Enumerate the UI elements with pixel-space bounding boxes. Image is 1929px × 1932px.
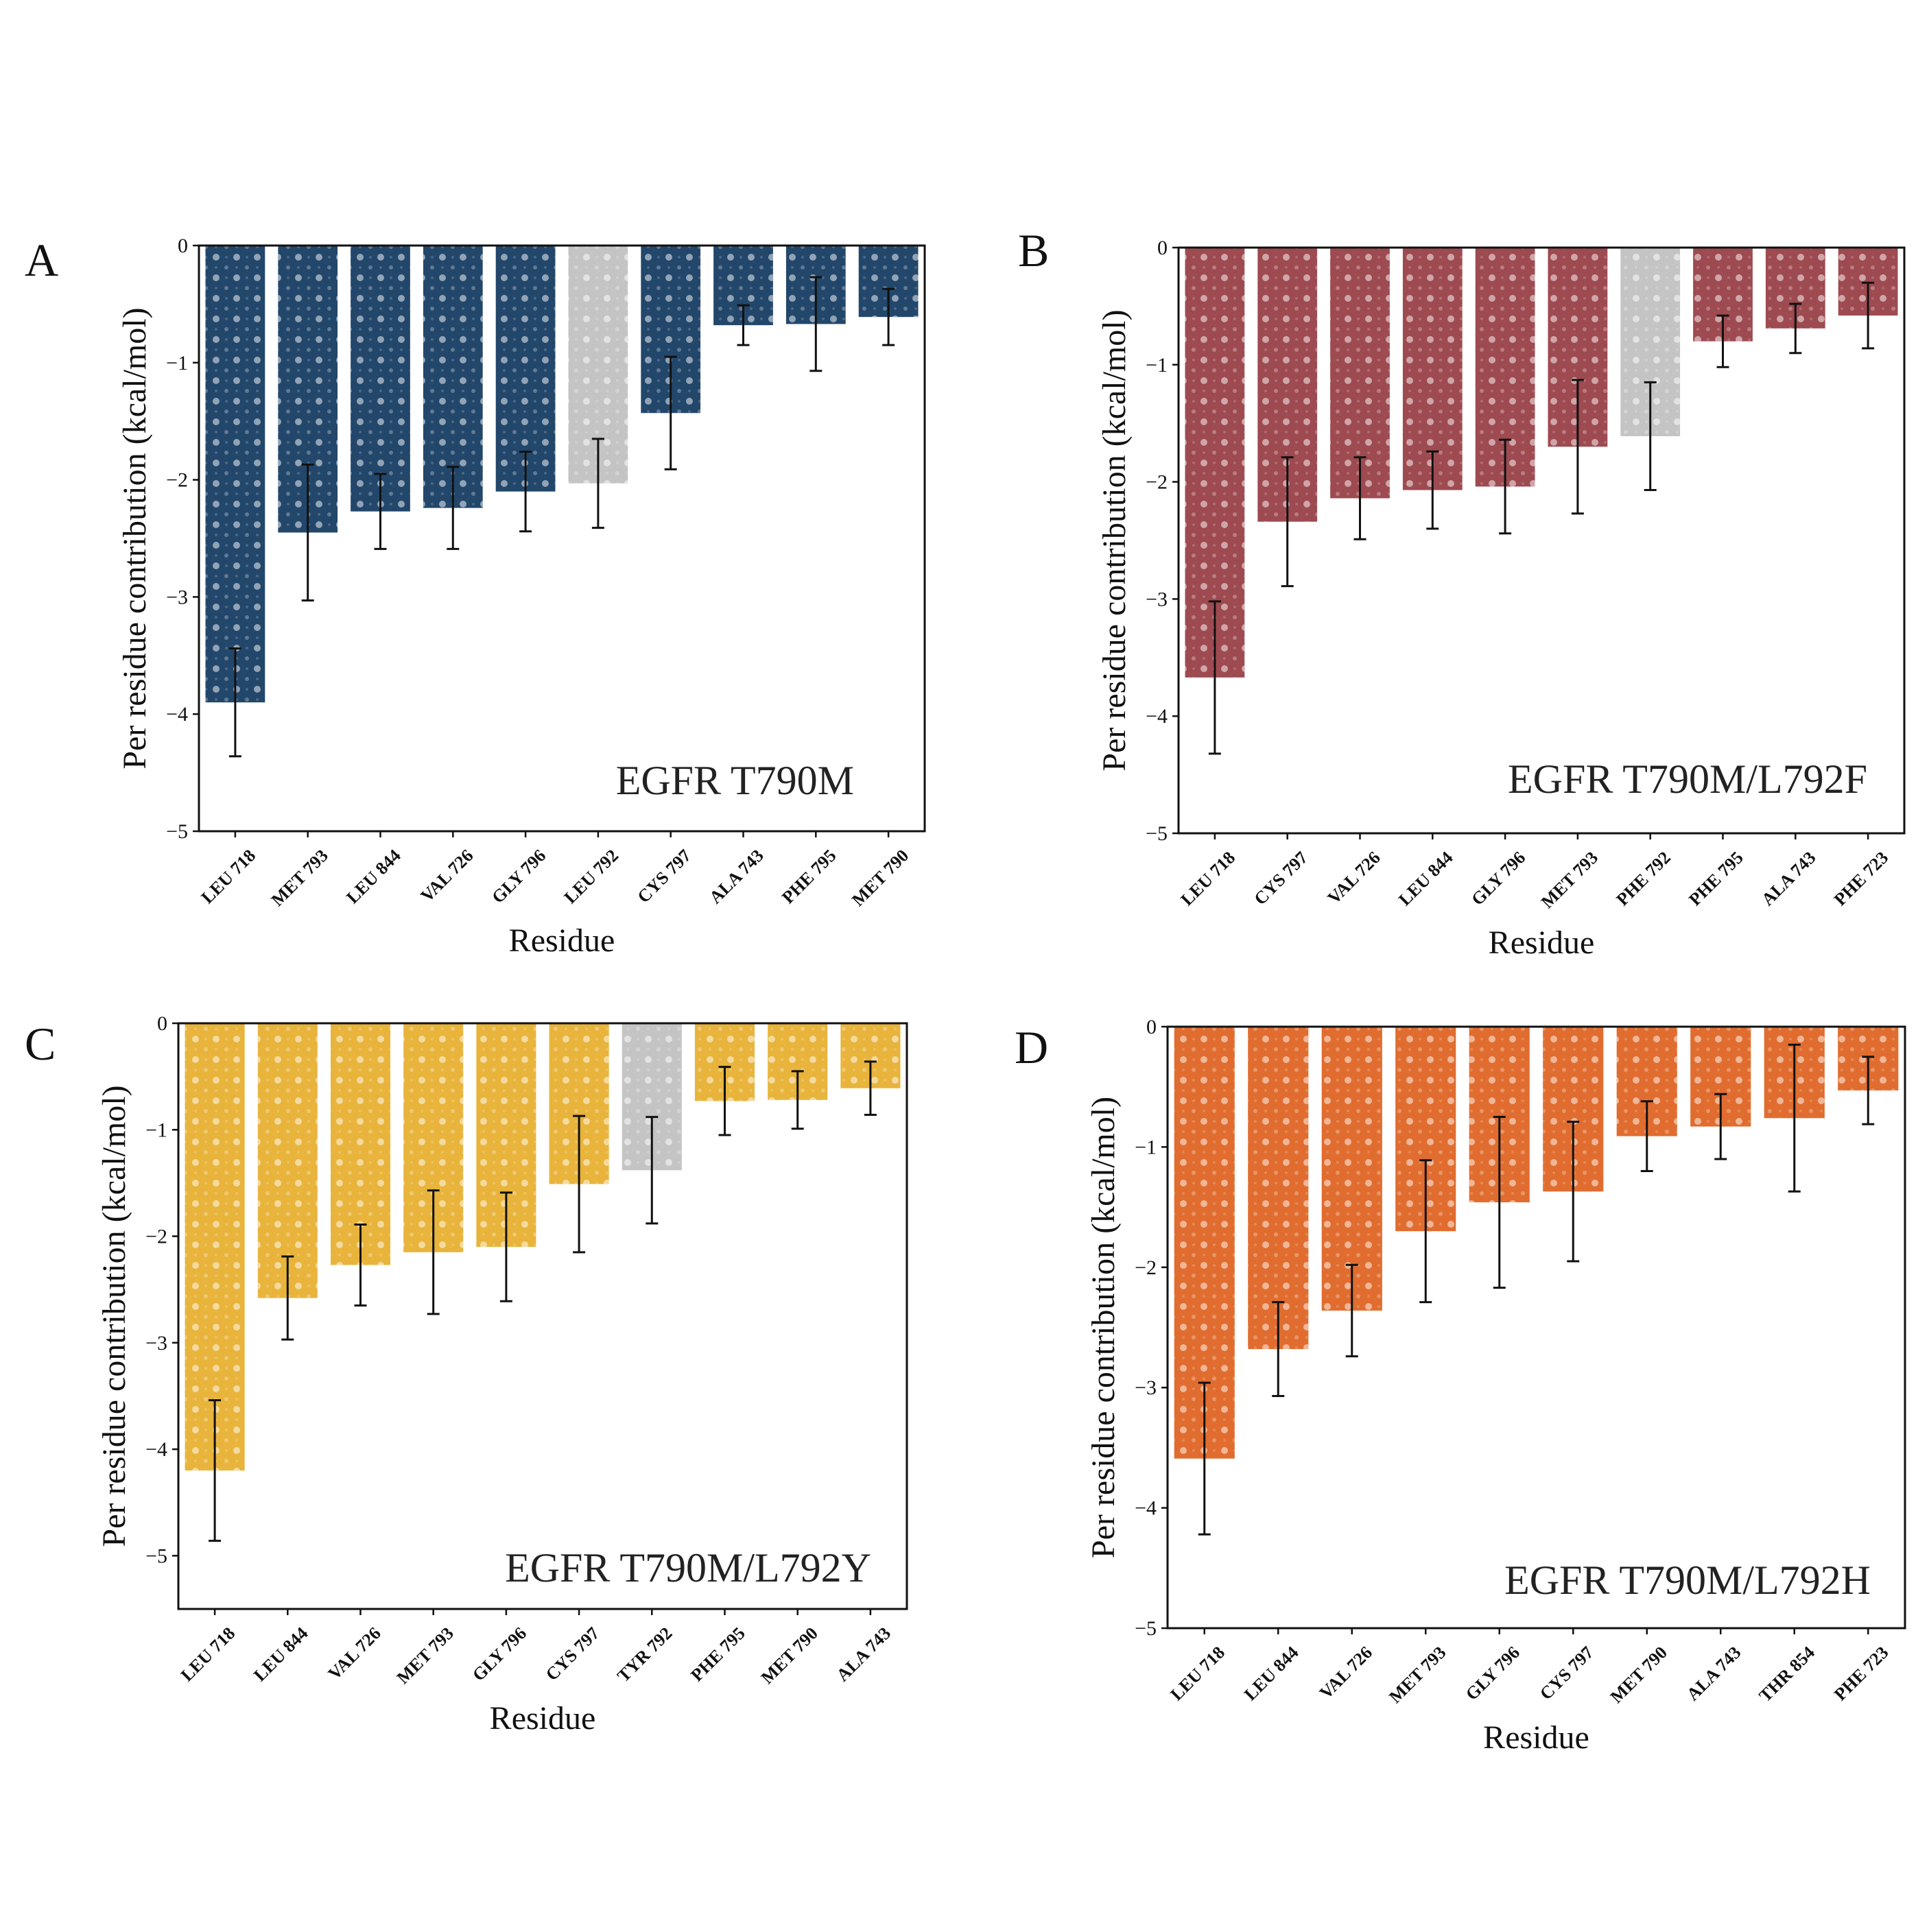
y-tick-label: −1 bbox=[166, 352, 188, 374]
x-tick-label: LEU 844 bbox=[1240, 1643, 1302, 1704]
x-tick-label: MET 793 bbox=[1385, 1643, 1449, 1707]
x-tick-label: LEU 718 bbox=[1167, 1643, 1229, 1704]
y-tick-label: −5 bbox=[166, 820, 188, 843]
x-tick-label: CYS 797 bbox=[1536, 1643, 1597, 1704]
y-tick-label: −3 bbox=[1146, 588, 1168, 610]
x-tick-label: MET 790 bbox=[757, 1623, 822, 1688]
bar-texture bbox=[257, 1023, 318, 1298]
bar-texture bbox=[185, 1023, 245, 1471]
y-tick-label: −2 bbox=[1146, 471, 1168, 494]
y-tick-label: −4 bbox=[166, 703, 188, 726]
y-tick-label: −3 bbox=[1135, 1376, 1157, 1399]
bar-texture bbox=[495, 246, 556, 492]
y-tick-label: 0 bbox=[157, 1012, 167, 1035]
panel-letter: C bbox=[25, 1018, 56, 1070]
x-tick-label: PHE 795 bbox=[778, 846, 840, 907]
x-tick-label: CYS 797 bbox=[633, 846, 694, 907]
y-tick-label: 0 bbox=[1146, 1016, 1157, 1038]
panel-a: A LEU 718 MET 793 LEU 844 VAL 726 GLY 796 LEU … bbox=[25, 234, 926, 959]
x-tick-label: TYR 792 bbox=[613, 1623, 676, 1686]
bar-texture bbox=[1248, 1027, 1309, 1350]
y-tick-label: 0 bbox=[1157, 237, 1168, 259]
x-tick-label: PHE 723 bbox=[1830, 848, 1892, 909]
x-tick-label: LEU 844 bbox=[250, 1623, 311, 1685]
x-tick-label: LEU 844 bbox=[342, 846, 404, 907]
x-tick-label: VAL 726 bbox=[324, 1623, 385, 1684]
x-tick-label: MET 793 bbox=[1537, 848, 1602, 912]
x-tick-label: MET 793 bbox=[268, 846, 332, 910]
y-axis-title: Per residue contribution (kcal/mol) bbox=[96, 1085, 132, 1547]
y-tick-label: −4 bbox=[1135, 1497, 1157, 1520]
plot-frame bbox=[1177, 246, 1906, 835]
bar-texture bbox=[351, 246, 410, 512]
y-axis-title: Per residue contribution (kcal/mol) bbox=[1085, 1097, 1122, 1558]
x-tick-label: GLY 796 bbox=[488, 846, 549, 907]
bar-texture bbox=[1402, 248, 1463, 490]
x-tick-label: GLY 796 bbox=[1462, 1643, 1524, 1704]
x-axis-title: Residue bbox=[1483, 1719, 1589, 1756]
plot-frame bbox=[177, 1022, 908, 1610]
x-tick-label: ALA 743 bbox=[1758, 848, 1819, 909]
y-tick-label: −1 bbox=[1146, 354, 1168, 377]
x-tick-label: LEU 718 bbox=[1177, 848, 1239, 909]
y-tick-label: 0 bbox=[178, 235, 188, 257]
x-tick-label: MET 793 bbox=[393, 1623, 458, 1688]
panel-letter: D bbox=[1015, 1021, 1048, 1073]
y-tick-label: −5 bbox=[1135, 1617, 1157, 1640]
bar-texture bbox=[205, 246, 265, 703]
y-tick-label: −2 bbox=[166, 469, 188, 492]
x-tick-label: PHE 792 bbox=[1612, 848, 1674, 909]
x-tick-label: VAL 726 bbox=[1316, 1643, 1376, 1703]
y-tick-label: −5 bbox=[145, 1545, 167, 1567]
x-tick-label: GLY 796 bbox=[1467, 848, 1529, 909]
x-tick-label: PHE 795 bbox=[1685, 848, 1747, 909]
x-tick-label: PHE 723 bbox=[1830, 1643, 1892, 1704]
variant-label: EGFR T790M/L792Y bbox=[505, 1545, 871, 1590]
y-tick-label: −5 bbox=[1146, 822, 1168, 845]
x-tick-label: PHE 795 bbox=[687, 1623, 748, 1685]
x-tick-label: LEU 844 bbox=[1395, 848, 1456, 909]
x-tick-label: THR 854 bbox=[1755, 1643, 1819, 1706]
x-tick-label: ALA 743 bbox=[1683, 1643, 1744, 1704]
panel-c: C LEU 718 LEU 844 VAL 726 MET 793 GLY 796 CYS … bbox=[25, 1012, 908, 1737]
y-tick-label: −3 bbox=[145, 1332, 167, 1355]
panel-letter: B bbox=[1018, 224, 1049, 276]
y-tick-label: −4 bbox=[145, 1438, 167, 1461]
x-tick-label: MET 790 bbox=[848, 846, 912, 910]
x-tick-label: CYS 797 bbox=[542, 1623, 603, 1684]
x-tick-label: LEU 792 bbox=[560, 846, 622, 907]
bar-texture bbox=[1321, 1027, 1382, 1311]
y-tick-label: −1 bbox=[1135, 1136, 1157, 1158]
x-tick-label: VAL 726 bbox=[1324, 848, 1384, 908]
x-tick-label: GLY 796 bbox=[469, 1623, 530, 1685]
y-tick-label: −2 bbox=[1135, 1256, 1157, 1279]
panel-b: B LEU 718 CYS 797 VAL 726 LEU 844 GLY 796 MET … bbox=[1018, 224, 1906, 961]
panel-d: D LEU 718 LEU 844 VAL 726 MET 793 GLY 796 CYS … bbox=[1015, 1016, 1906, 1756]
y-tick-label: −4 bbox=[1146, 705, 1168, 728]
x-tick-label: ALA 743 bbox=[833, 1623, 895, 1685]
variant-label: EGFR T790M/L792F bbox=[1508, 756, 1867, 802]
x-tick-label: ALA 743 bbox=[705, 846, 767, 907]
x-tick-label: LEU 718 bbox=[198, 846, 259, 907]
x-axis-title: Residue bbox=[509, 922, 615, 959]
plot-frame bbox=[198, 244, 926, 833]
plot-frame bbox=[1166, 1025, 1906, 1630]
panel-letter: A bbox=[25, 234, 58, 286]
x-tick-label: LEU 718 bbox=[177, 1623, 239, 1685]
y-tick-label: −1 bbox=[145, 1119, 167, 1141]
variant-label: EGFR T790M/L792H bbox=[1504, 1558, 1871, 1603]
x-axis-title: Residue bbox=[1489, 925, 1595, 961]
x-axis-title: Residue bbox=[490, 1700, 596, 1737]
variant-label: EGFR T790M bbox=[616, 758, 854, 803]
x-tick-label: CYS 797 bbox=[1250, 848, 1311, 909]
bar-texture bbox=[423, 246, 483, 508]
y-tick-label: −2 bbox=[145, 1226, 167, 1248]
x-tick-label: VAL 726 bbox=[416, 846, 477, 906]
y-tick-label: −3 bbox=[166, 586, 188, 608]
y-axis-title: Per residue contribution (kcal/mol) bbox=[117, 307, 153, 769]
x-tick-label: MET 790 bbox=[1607, 1643, 1671, 1707]
y-axis-title: Per residue contribution (kcal/mol) bbox=[1096, 309, 1133, 771]
